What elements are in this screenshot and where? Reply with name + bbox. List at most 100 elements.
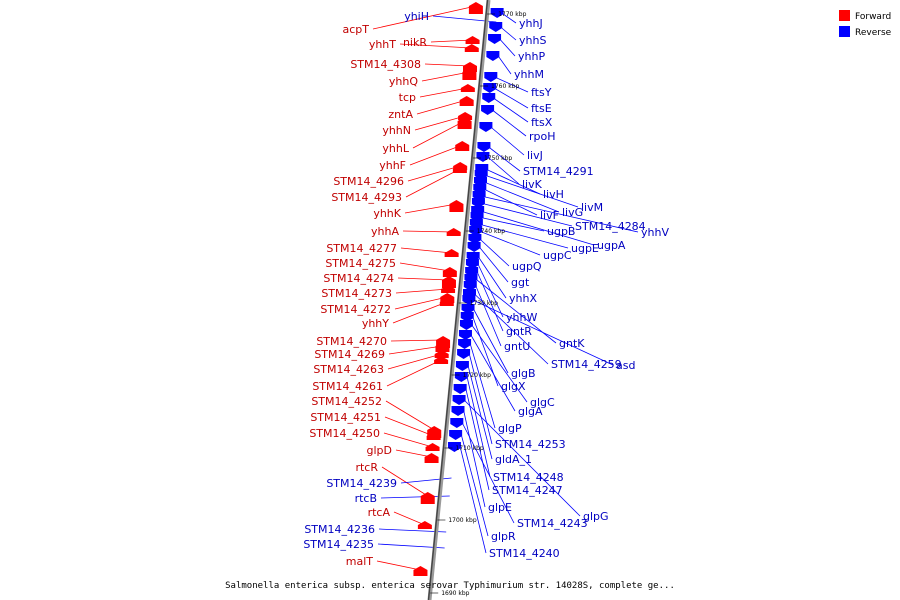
forward-gene-feature[interactable] — [441, 276, 456, 288]
forward-gene-feature[interactable] — [465, 36, 480, 44]
reverse-gene-feature[interactable] — [465, 259, 479, 269]
reverse-gene-feature[interactable] — [450, 418, 464, 428]
reverse-gene-label[interactable]: STM14_4235 — [303, 538, 374, 551]
reverse-gene-feature[interactable] — [483, 83, 497, 93]
reverse-gene-label[interactable]: gntU — [504, 340, 530, 353]
forward-gene-feature[interactable] — [442, 267, 457, 277]
forward-gene-feature[interactable] — [444, 249, 459, 257]
reverse-gene-feature[interactable] — [477, 142, 491, 152]
reverse-gene-feature[interactable] — [451, 406, 465, 416]
forward-gene-label[interactable]: STM14_4277 — [326, 242, 397, 255]
forward-gene-feature[interactable] — [457, 117, 472, 129]
reverse-gene-label[interactable]: glgX — [501, 380, 526, 393]
reverse-gene-label[interactable]: STM14_4259 — [551, 358, 622, 371]
forward-gene-label[interactable]: STM14_4296 — [333, 175, 404, 188]
reverse-gene-feature[interactable] — [458, 339, 472, 349]
reverse-gene-label[interactable]: ftsY — [531, 86, 552, 99]
reverse-gene-feature[interactable] — [453, 384, 467, 394]
forward-gene-feature[interactable] — [463, 62, 478, 72]
reverse-gene-label[interactable]: ftsE — [531, 102, 552, 115]
forward-gene-feature[interactable] — [460, 84, 475, 92]
reverse-gene-feature[interactable] — [467, 242, 481, 252]
reverse-gene-label[interactable]: STM14_4248 — [493, 471, 564, 484]
reverse-gene-feature[interactable] — [469, 226, 483, 236]
forward-gene-label[interactable]: STM14_4308 — [350, 58, 421, 71]
forward-gene-label[interactable]: glpD — [367, 444, 393, 457]
reverse-gene-feature[interactable] — [490, 8, 504, 18]
reverse-gene-label[interactable]: STM14_4291 — [523, 165, 594, 178]
forward-gene-label[interactable]: STM14_4250 — [309, 427, 380, 440]
reverse-gene-label[interactable]: yhhS — [519, 34, 546, 47]
reverse-gene-label[interactable]: STM14_4240 — [489, 547, 560, 560]
reverse-gene-label[interactable]: livJ — [527, 149, 543, 162]
forward-gene-feature[interactable] — [420, 492, 435, 504]
forward-gene-feature[interactable] — [417, 521, 432, 529]
reverse-gene-feature[interactable] — [471, 198, 485, 208]
forward-gene-feature[interactable] — [435, 342, 450, 352]
reverse-gene-feature[interactable] — [476, 152, 490, 162]
reverse-gene-feature[interactable] — [458, 330, 472, 340]
forward-gene-label[interactable]: STM14_4272 — [320, 303, 391, 316]
reverse-gene-label[interactable]: yhhP — [518, 50, 545, 63]
reverse-gene-feature[interactable] — [459, 320, 473, 330]
reverse-gene-label[interactable]: ftsX — [531, 116, 553, 129]
forward-gene-label[interactable]: yhhL — [382, 142, 409, 155]
forward-gene-feature[interactable] — [462, 68, 477, 80]
reverse-gene-label[interactable]: ugpE — [571, 242, 599, 255]
reverse-gene-label[interactable]: STM14_4243 — [517, 517, 588, 530]
forward-gene-label[interactable]: yhhN — [382, 124, 411, 137]
forward-gene-label[interactable]: rtcR — [355, 461, 378, 474]
forward-gene-label[interactable]: yhhT — [369, 38, 396, 51]
reverse-gene-label[interactable]: yhhM — [514, 68, 544, 81]
forward-gene-feature[interactable] — [468, 2, 483, 14]
reverse-gene-label[interactable]: gntK — [559, 337, 585, 350]
reverse-gene-label[interactable]: yhhV — [641, 226, 669, 239]
forward-gene-feature[interactable] — [455, 141, 470, 151]
forward-gene-label[interactable]: acpT — [343, 23, 370, 36]
reverse-gene-feature[interactable] — [455, 361, 469, 371]
reverse-gene-label[interactable]: ugpQ — [512, 260, 542, 273]
forward-gene-feature[interactable] — [425, 443, 440, 451]
reverse-gene-feature[interactable] — [481, 105, 495, 115]
reverse-gene-label[interactable]: yhhW — [506, 311, 537, 324]
reverse-gene-label[interactable]: glgA — [518, 405, 543, 418]
forward-gene-feature[interactable] — [439, 298, 454, 306]
reverse-gene-feature[interactable] — [488, 34, 502, 44]
forward-gene-label[interactable]: rtcA — [368, 506, 391, 519]
forward-gene-feature[interactable] — [464, 44, 479, 52]
reverse-gene-feature[interactable] — [486, 51, 500, 61]
forward-gene-label[interactable]: STM14_4293 — [331, 191, 402, 204]
reverse-gene-feature[interactable] — [452, 395, 466, 405]
reverse-gene-label[interactable]: gntR — [506, 325, 532, 338]
forward-gene-label[interactable]: malT — [346, 555, 374, 568]
forward-gene-label[interactable]: zntA — [388, 108, 413, 121]
reverse-gene-feature[interactable] — [468, 234, 482, 244]
reverse-gene-label[interactable]: ggt — [511, 276, 530, 289]
forward-gene-label[interactable]: STM14_4270 — [316, 335, 387, 348]
reverse-gene-feature[interactable] — [447, 442, 461, 452]
reverse-gene-feature[interactable] — [482, 93, 496, 103]
forward-gene-feature[interactable] — [434, 356, 449, 364]
reverse-gene-label[interactable]: livF — [540, 209, 559, 222]
forward-gene-label[interactable]: STM14_4269 — [314, 348, 385, 361]
reverse-gene-label[interactable]: glgB — [511, 367, 536, 380]
forward-gene-feature[interactable] — [459, 96, 474, 106]
reverse-gene-label[interactable]: STM14_4247 — [492, 484, 563, 497]
forward-gene-feature[interactable] — [441, 285, 456, 293]
forward-gene-label[interactable]: STM14_4252 — [311, 395, 382, 408]
forward-gene-label[interactable]: yhhA — [371, 225, 399, 238]
reverse-gene-label[interactable]: rtcB — [355, 492, 377, 505]
reverse-gene-feature[interactable] — [457, 349, 471, 359]
reverse-gene-feature[interactable] — [479, 122, 493, 132]
reverse-gene-label[interactable]: glgC — [530, 396, 555, 409]
forward-gene-feature[interactable] — [434, 350, 449, 358]
reverse-gene-feature[interactable] — [463, 281, 477, 291]
forward-gene-feature[interactable] — [452, 165, 467, 173]
reverse-gene-feature[interactable] — [449, 430, 463, 440]
reverse-gene-label[interactable]: ugpB — [547, 225, 575, 238]
reverse-gene-label[interactable]: livH — [543, 188, 564, 201]
forward-gene-label[interactable]: STM14_4263 — [313, 363, 384, 376]
reverse-gene-label[interactable]: glgP — [498, 422, 522, 435]
reverse-gene-label[interactable]: livM — [581, 201, 603, 214]
reverse-gene-label[interactable]: livK — [522, 178, 543, 191]
